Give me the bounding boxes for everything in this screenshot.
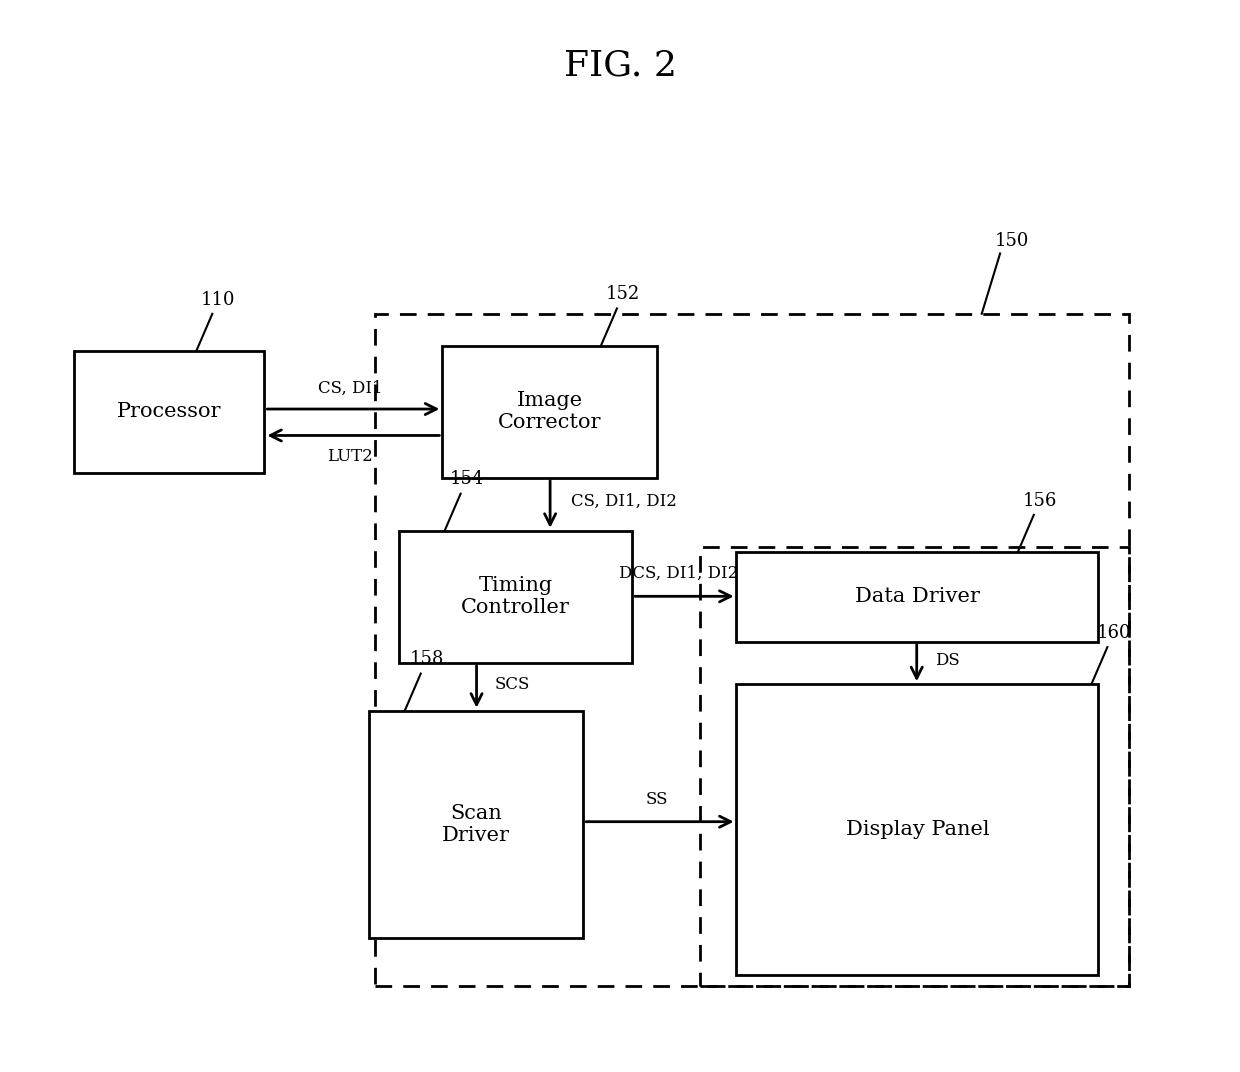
Bar	[74, 351, 264, 473]
Text: Processor: Processor	[117, 402, 222, 421]
Text: 156: 156	[1023, 492, 1058, 509]
Text: 158: 158	[409, 651, 444, 668]
Text: Timing
Controller: Timing Controller	[461, 577, 570, 617]
Text: SCS: SCS	[495, 675, 531, 693]
Text: CS, DI1: CS, DI1	[317, 379, 383, 397]
Bar	[374, 314, 1128, 985]
Bar	[443, 345, 657, 478]
Text: Image
Corrector: Image Corrector	[497, 391, 601, 432]
Bar	[368, 711, 583, 938]
Text: DS: DS	[935, 653, 960, 669]
Text: 110: 110	[201, 291, 236, 309]
Text: Display Panel: Display Panel	[846, 820, 990, 839]
Text: 154: 154	[450, 471, 484, 489]
Bar	[737, 684, 1099, 976]
Bar	[399, 531, 632, 662]
Text: 160: 160	[1096, 624, 1131, 642]
Text: 150: 150	[996, 233, 1029, 250]
Text: Scan
Driver: Scan Driver	[441, 804, 510, 845]
Text: CS, DI1, DI2: CS, DI1, DI2	[570, 492, 677, 509]
Bar	[737, 552, 1099, 642]
Text: DCS, DI1, DI2: DCS, DI1, DI2	[619, 565, 739, 581]
Bar	[699, 547, 1128, 985]
Text: Data Driver: Data Driver	[854, 587, 980, 607]
Text: LUT2: LUT2	[327, 448, 373, 465]
Text: 152: 152	[606, 285, 640, 303]
Text: SS: SS	[646, 791, 668, 808]
Text: FIG. 2: FIG. 2	[563, 48, 677, 83]
